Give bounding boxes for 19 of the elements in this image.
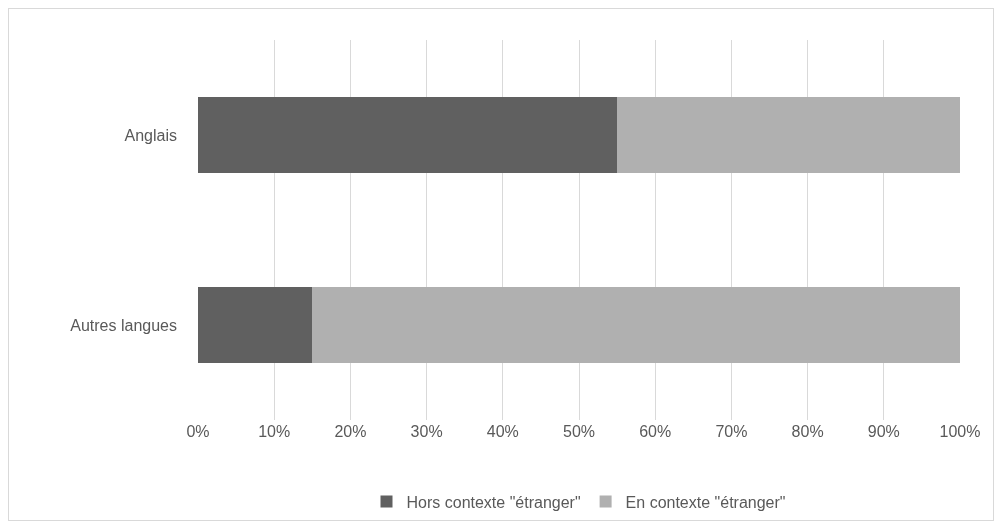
x-tick-label: 70% [715,423,748,440]
x-tick-label: 40% [486,423,519,440]
y-tick-label: Autres langues [70,316,177,334]
x-tick-label: 60% [639,423,672,440]
legend-label: En contexte "étranger" [625,493,786,511]
x-tick-label: 0% [186,423,210,440]
x-tick-label: 20% [334,423,367,440]
x-tick-label: 80% [791,423,824,440]
x-tick-label: 30% [410,423,443,440]
x-tick-label: 90% [867,423,900,440]
x-tick-label: 10% [258,423,291,440]
bar [198,287,313,363]
bar [312,287,960,363]
bar [617,97,960,173]
x-tick-label: 100% [939,423,981,440]
x-tick-label: 50% [562,423,596,440]
legend-label: Hors contexte "étranger" [406,493,581,511]
y-tick-label: Anglais [124,126,177,144]
bar [198,97,618,173]
